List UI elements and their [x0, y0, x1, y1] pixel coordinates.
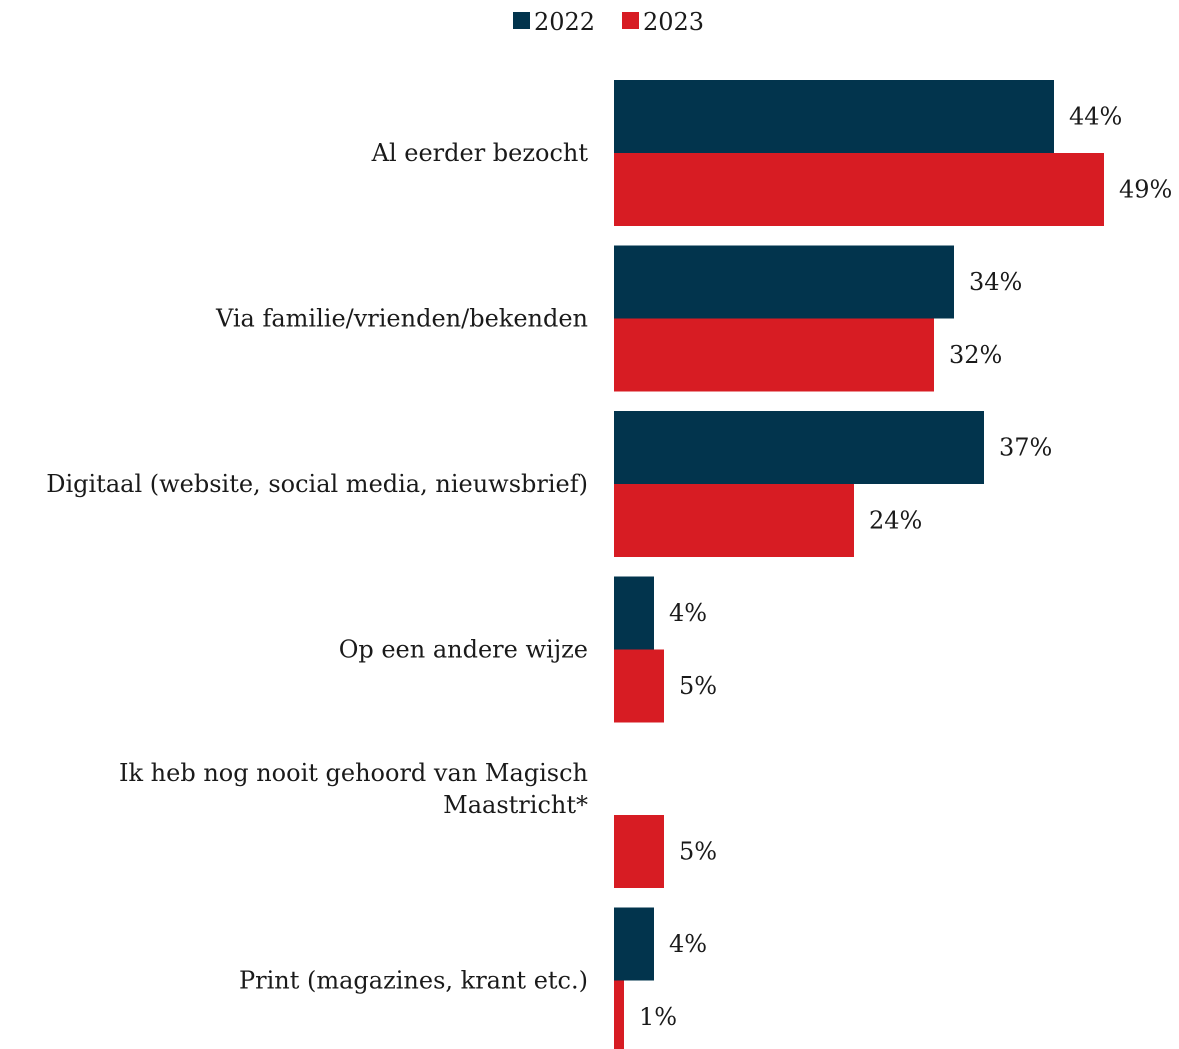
bar-2023 [614, 815, 664, 888]
legend-swatch-2023 [622, 12, 639, 29]
bar-2023 [614, 484, 854, 557]
value-label-2023: 32% [949, 341, 1002, 369]
legend-label-2022: 2022 [534, 8, 595, 36]
value-labels: 44% 49% 34% 32% 37% 24% 4% 5% 5% 4% 1% [639, 103, 1172, 1032]
legend-label-2023: 2023 [643, 8, 704, 36]
category-labels: Al eerder bezocht Via familie/vrienden/be… [46, 139, 588, 995]
category-label: Al eerder bezocht [371, 139, 589, 167]
value-label-2022: 37% [999, 434, 1052, 462]
value-label-2022: 34% [969, 268, 1022, 296]
category-label: Digitaal (website, social media, nieuwsb… [46, 470, 588, 498]
category-label: Via familie/vrienden/bekenden [215, 305, 588, 333]
bar-2022 [614, 245, 954, 319]
bar-2023 [614, 153, 1104, 226]
value-label-2023: 5% [679, 672, 717, 700]
value-label-2023: 24% [869, 507, 922, 535]
category-label: Op een andere wijze [339, 636, 588, 664]
bar-2023 [614, 980, 624, 1049]
value-label-2022: 4% [669, 930, 707, 958]
value-label-2023: 5% [679, 838, 717, 866]
category-label: Ik heb nog nooit gehoord van Magisch Maas… [119, 759, 588, 819]
bar-2023 [614, 649, 664, 723]
bars [614, 80, 1104, 1049]
value-label-2023: 49% [1119, 176, 1172, 204]
legend: 2022 2023 [513, 8, 704, 36]
value-label-2022: 4% [669, 599, 707, 627]
value-label-2023: 1% [639, 1003, 677, 1031]
category-label: Print (magazines, krant etc.) [239, 967, 588, 995]
legend-swatch-2022 [513, 12, 530, 29]
bar-2022 [614, 907, 654, 981]
bar-2022 [614, 576, 654, 650]
value-label-2022: 44% [1069, 103, 1122, 131]
bar-2023 [614, 318, 934, 392]
bar-2022 [614, 411, 984, 484]
bar-2022 [614, 80, 1054, 153]
